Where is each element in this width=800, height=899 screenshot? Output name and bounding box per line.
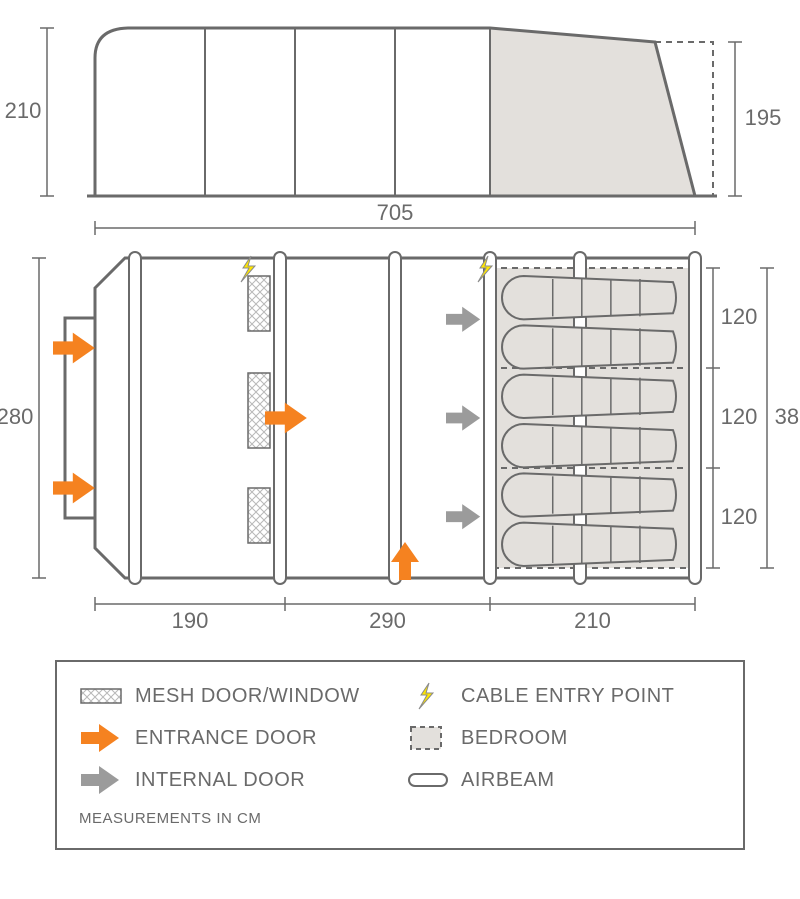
svg-text:120: 120 (721, 404, 758, 429)
entr-icon (79, 723, 127, 753)
legend-footer: MEASUREMENTS IN CM (79, 810, 721, 827)
side-view: 210 195 (5, 28, 782, 196)
legend-item-bedroom: BEDROOM (405, 720, 721, 756)
bolt-icon (405, 681, 453, 711)
airbeam-icon (405, 765, 453, 795)
legend-label: BEDROOM (461, 727, 568, 750)
svg-text:210: 210 (574, 608, 611, 633)
mesh-icon (79, 681, 127, 711)
svg-text:190: 190 (172, 608, 209, 633)
svg-text:290: 290 (369, 608, 406, 633)
legend-item-airbeam: AIRBEAM (405, 762, 721, 798)
legend-box: MESH DOOR/WINDOW CABLE ENTRY POINT ENTRANC… (55, 660, 745, 850)
svg-text:280: 280 (0, 404, 33, 429)
legend-label: INTERNAL DOOR (135, 769, 305, 792)
svg-text:120: 120 (721, 304, 758, 329)
legend-label: AIRBEAM (461, 769, 555, 792)
legend-label: ENTRANCE DOOR (135, 727, 317, 750)
bedroom-icon (405, 723, 453, 753)
svg-text:120: 120 (721, 504, 758, 529)
tent-diagram: 210 195 705 280 120 120 120 380 190 290 210 (0, 0, 800, 650)
legend-label: CABLE ENTRY POINT (461, 685, 674, 708)
svg-text:705: 705 (377, 200, 414, 225)
legend-label: MESH DOOR/WINDOW (135, 685, 360, 708)
svg-text:380: 380 (775, 404, 800, 429)
plan-view: 705 280 120 120 120 380 190 290 210 (0, 200, 800, 633)
legend-item-mesh: MESH DOOR/WINDOW (79, 678, 395, 714)
intd-icon (79, 765, 127, 795)
legend-item-bolt: CABLE ENTRY POINT (405, 678, 721, 714)
legend-item-entr: ENTRANCE DOOR (79, 720, 395, 756)
svg-text:210: 210 (5, 98, 42, 123)
legend-item-intd: INTERNAL DOOR (79, 762, 395, 798)
svg-text:195: 195 (745, 105, 782, 130)
